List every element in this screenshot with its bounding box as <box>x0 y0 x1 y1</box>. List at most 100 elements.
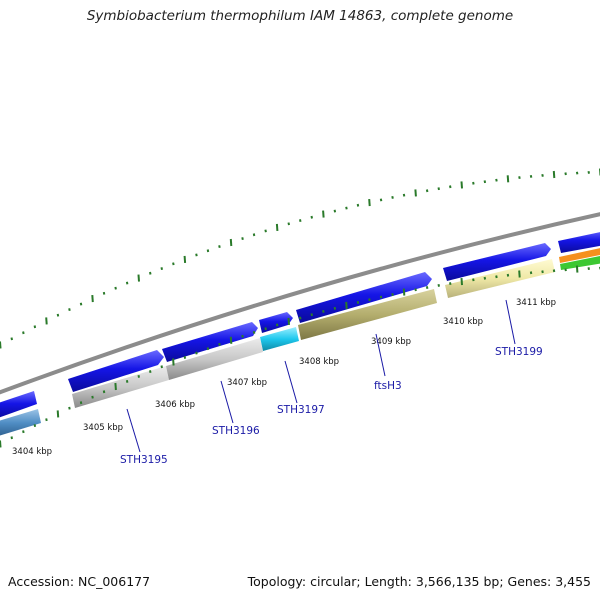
minor-tick <box>379 295 383 299</box>
leader-line <box>505 299 516 345</box>
minor-tick <box>379 198 383 202</box>
minor-tick <box>345 206 348 210</box>
leader-line <box>375 333 386 377</box>
minor-tick <box>264 229 267 233</box>
major-tick <box>575 265 579 273</box>
gene-bar-gray <box>72 366 169 408</box>
minor-tick <box>541 270 544 274</box>
minor-tick <box>102 291 106 295</box>
minor-tick <box>68 406 71 410</box>
minor-tick <box>241 237 244 240</box>
gene-bar-gray <box>166 338 263 380</box>
major-tick <box>275 223 279 231</box>
gene-arrow <box>558 232 600 253</box>
gene-bar-yellow <box>445 259 555 298</box>
gene-label-ftsh3[interactable]: ftsH3 <box>374 380 402 392</box>
minor-tick <box>206 347 210 351</box>
gene-label-sth3199[interactable]: STH3199 <box>495 346 543 358</box>
minor-tick <box>125 281 129 285</box>
minor-tick <box>33 424 37 427</box>
minor-tick <box>483 180 487 184</box>
minor-tick <box>33 325 37 329</box>
minor-tick <box>368 298 371 302</box>
major-tick <box>460 278 463 286</box>
inner-dotted-ring <box>0 265 600 448</box>
minor-tick <box>172 262 175 266</box>
minor-tick <box>22 331 25 335</box>
minor-tick <box>310 215 313 219</box>
minor-tick <box>287 222 290 226</box>
major-tick <box>91 295 94 303</box>
minor-tick <box>206 249 210 253</box>
gene-bar-cyan <box>260 327 299 351</box>
gene-arrow <box>68 350 164 392</box>
major-tick <box>402 288 406 296</box>
minor-tick <box>79 302 83 306</box>
gene-bar-olive <box>298 289 437 340</box>
minor-tick <box>495 275 498 279</box>
minor-tick <box>587 267 590 270</box>
minor-tick <box>149 370 152 373</box>
gene-arrow <box>259 312 293 333</box>
minor-tick <box>541 174 544 177</box>
minor-tick <box>529 175 533 178</box>
minor-tick <box>68 308 71 311</box>
gene-arrow <box>443 243 551 281</box>
tick-label-3407: 3407 kbp <box>227 378 267 388</box>
major-tick <box>172 358 175 366</box>
minor-tick <box>125 380 129 383</box>
minor-tick <box>10 337 13 341</box>
minor-tick <box>160 267 163 270</box>
minor-tick <box>391 196 394 199</box>
minor-tick <box>449 282 452 285</box>
minor-tick <box>483 276 487 280</box>
gene-arrow <box>162 322 258 362</box>
feature-bar-green <box>560 256 600 270</box>
major-tick <box>114 382 117 391</box>
tick-label-3411: 3411 kbp <box>516 298 556 308</box>
major-tick <box>368 199 371 207</box>
minor-tick <box>252 331 256 334</box>
major-tick <box>552 170 556 179</box>
gene-label-sth3197[interactable]: STH3197 <box>277 404 325 416</box>
genome-backbone <box>0 212 600 395</box>
gene-label-leaders <box>126 299 516 453</box>
major-tick <box>0 440 2 448</box>
major-tick <box>506 175 510 183</box>
major-tick <box>322 210 325 218</box>
minor-tick <box>529 271 533 275</box>
minor-tick <box>552 269 556 273</box>
gene-labels: STH3195 STH3196 STH3197 ftsH3 STH3199 <box>120 346 543 466</box>
minor-tick <box>137 375 140 378</box>
reverse-strand-genes <box>0 248 600 436</box>
minor-tick <box>425 189 429 193</box>
minor-tick <box>402 193 406 197</box>
minor-tick <box>425 286 429 289</box>
leader-line <box>220 380 234 424</box>
gene-label-sth3195[interactable]: STH3195 <box>120 454 168 466</box>
minor-tick <box>149 271 152 275</box>
minor-tick <box>518 176 521 179</box>
minor-tick <box>195 351 198 355</box>
leader-line <box>284 360 298 404</box>
major-tick <box>45 317 48 325</box>
outer-dotted-ring <box>0 168 600 349</box>
tick-label-3410: 3410 kbp <box>443 317 483 327</box>
minor-tick <box>160 365 163 369</box>
minor-tick <box>195 253 198 257</box>
minor-tick <box>310 313 313 317</box>
gene-label-sth3196[interactable]: STH3196 <box>212 425 260 437</box>
minor-tick <box>506 273 510 277</box>
leader-line <box>126 408 141 453</box>
minor-tick <box>322 310 325 313</box>
forward-strand-genes <box>0 232 600 418</box>
minor-tick <box>356 203 360 207</box>
map-title: Symbiobacterium thermophilum IAM 14863, … <box>86 8 514 24</box>
minor-tick <box>10 436 13 440</box>
gene-arrow <box>0 391 37 418</box>
major-tick <box>460 181 463 189</box>
major-tick <box>56 410 60 418</box>
major-tick <box>229 238 233 247</box>
minor-tick <box>333 306 337 310</box>
minor-tick <box>414 288 417 292</box>
